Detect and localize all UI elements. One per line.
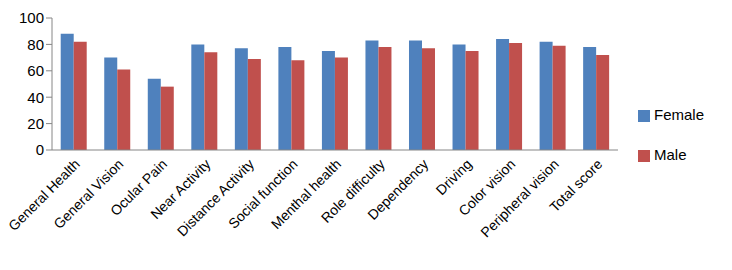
svg-text:Distance Activity: Distance Activity bbox=[174, 156, 257, 239]
svg-text:60: 60 bbox=[27, 62, 44, 79]
svg-text:0: 0 bbox=[36, 141, 44, 158]
svg-text:Dependency: Dependency bbox=[364, 156, 431, 223]
svg-text:Driving: Driving bbox=[433, 156, 475, 198]
svg-text:20: 20 bbox=[27, 115, 44, 132]
svg-text:General Health: General Health bbox=[8, 156, 83, 234]
svg-text:100: 100 bbox=[19, 9, 44, 26]
svg-text:Role difficulty: Role difficulty bbox=[317, 155, 388, 226]
svg-text:Peripheral vision: Peripheral vision bbox=[477, 156, 561, 240]
svg-text:General Vision: General Vision bbox=[50, 156, 126, 232]
html-text:Male: Male bbox=[654, 146, 687, 163]
svg-text:Social function: Social function bbox=[224, 155, 301, 232]
svg-text:Total score: Total score bbox=[546, 156, 605, 215]
svg-text:Ocular Pain: Ocular Pain bbox=[107, 155, 170, 219]
svg-text:Color vision: Color vision bbox=[455, 155, 519, 219]
svg-text:80: 80 bbox=[27, 36, 44, 53]
svg-text:Near Activity: Near Activity bbox=[147, 155, 214, 223]
svg-text:40: 40 bbox=[27, 89, 44, 106]
html-text:Female: Female bbox=[654, 106, 704, 123]
svg-text:Menthal health: Menthal health bbox=[267, 155, 345, 233]
